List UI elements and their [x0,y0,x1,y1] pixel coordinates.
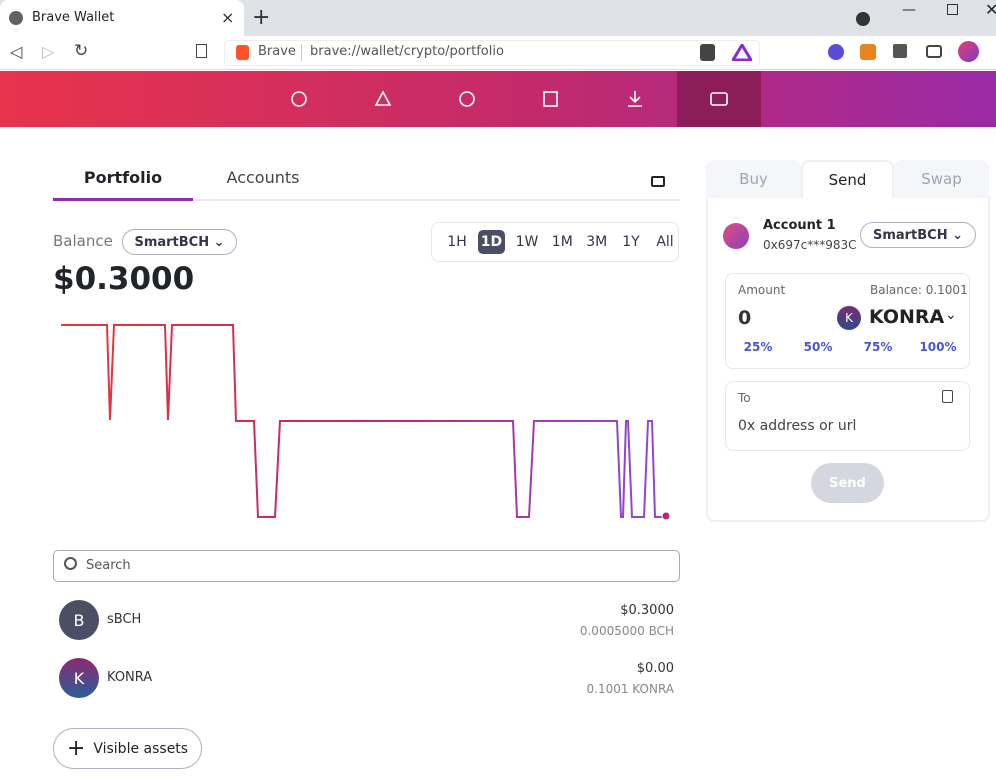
panel-network-select[interactable]: SmartBCH ⌄ [860,222,976,248]
asset-name: KONRA [107,670,153,685]
tab-close[interactable]: × [221,8,235,27]
asset-amount: 0.0005000 BCH [579,624,674,638]
network: SmartBCH [134,234,210,250]
timeframe-button[interactable]: 1M [551,234,573,250]
timeframe-button[interactable]: 1D [478,230,505,254]
nav-history[interactable] [459,91,475,107]
forward[interactable]: ▷ [42,42,55,61]
timeframe-group: 1H 1D 1W 1M 3M 1Y All [431,222,679,262]
tab[interactable] [0,0,244,36]
percent-button[interactable]: 50% [803,340,833,354]
token-icon: K [837,306,861,330]
to-input[interactable]: 0x address or url [738,418,857,434]
asset-fiat: $0.3000 [620,603,674,618]
timeframe-button[interactable]: 1H [447,234,467,250]
price-chart [61,324,671,521]
asset-row[interactable]: K KONRA $0.00 0.1001 KONRA [53,649,680,707]
asset-name: sBCH [107,612,142,627]
reload[interactable]: ↻ [74,41,89,61]
minimize[interactable]: — [902,2,916,18]
extensions[interactable] [893,44,907,58]
extension[interactable] [828,44,844,60]
balance-label: Balance [53,232,113,250]
account-avatar[interactable] [723,223,749,249]
amount-label: Amount [738,283,786,297]
chart-line [61,324,663,518]
timeframe-button[interactable]: 1W [515,234,539,250]
to-box [725,381,970,451]
nav-downloads[interactable] [628,91,642,107]
chart-point [661,511,671,521]
nav-settings[interactable] [291,91,307,107]
swap-tab[interactable]: Swap [894,160,989,198]
portfolio-balance: $0.3000 [53,261,195,297]
asset-icon: K [59,658,99,698]
tab-underline [53,198,193,201]
address-bar[interactable] [224,40,760,66]
percent-button[interactable]: 100% [919,340,957,354]
token-balance: Balance: 0.1001 [870,283,968,297]
amount-box [725,273,970,369]
tabs-rule [53,199,680,201]
lock-button[interactable] [651,176,665,187]
buy-tab[interactable]: Buy [706,160,801,198]
brave-icon [236,45,249,60]
search-icon [64,557,77,570]
plus-icon: + [66,736,86,761]
nav-wallet[interactable] [710,92,728,106]
maximize[interactable] [947,4,958,15]
bookmark[interactable] [196,44,207,58]
account-name: Account 1 [763,218,836,233]
nav-active [677,71,761,127]
nav-icons [291,90,728,107]
tab-search[interactable] [856,12,870,26]
asset-amount: 0.1001 KONRA [586,682,675,696]
timeframe-button[interactable]: 3M [586,234,608,250]
account-address: 0x697c***983C [763,238,857,252]
send-tab[interactable]: Send [801,160,894,198]
divider [301,44,302,61]
token-select[interactable]: KONRA [869,306,945,328]
close-window[interactable]: ✕ [985,0,996,19]
nav-rewards[interactable] [374,90,392,106]
asset-icon: B [59,600,99,640]
visible-assets-label: Visible assets [93,740,189,757]
url: brave://wallet/crypto/portfolio [310,44,504,59]
rewards[interactable] [732,44,752,61]
timeframe-button[interactable]: 1Y [622,234,640,250]
token-caret[interactable]: ⌄ [945,307,957,323]
tab-favicon [9,11,23,25]
back[interactable]: ◁ [10,42,23,61]
to-label: To [738,391,751,405]
site-label: Brave [258,44,296,59]
visible-assets-button[interactable]: + Visible assets [53,728,202,769]
network-select[interactable]: SmartBCH ⌄ [122,229,237,255]
asset-fiat: $0.00 [636,661,674,676]
shields[interactable] [700,44,715,61]
percent-button[interactable]: 25% [743,340,773,354]
amount-input[interactable]: 0 [738,307,752,329]
send-button[interactable]: Send [811,463,884,503]
profile[interactable] [958,41,979,62]
tab-title: Brave Wallet [32,10,115,25]
new-tab[interactable]: + [252,5,271,30]
timeframe-button[interactable]: All [656,234,674,250]
extension[interactable] [860,44,876,60]
accounts-tab[interactable]: Accounts [226,168,300,187]
search-placeholder: Search [86,558,131,573]
nav-bookmarks[interactable] [543,91,558,107]
panel-network: SmartBCH [872,227,948,243]
percent-button[interactable]: 75% [863,340,893,354]
wallet-button[interactable] [926,45,942,58]
search-box[interactable] [53,550,680,582]
portfolio-tab[interactable]: Portfolio [83,168,163,187]
paste-button[interactable] [942,390,953,403]
percent-buttons: 25% 50% 75% 100% [733,340,963,354]
wallet-nav [0,71,996,127]
